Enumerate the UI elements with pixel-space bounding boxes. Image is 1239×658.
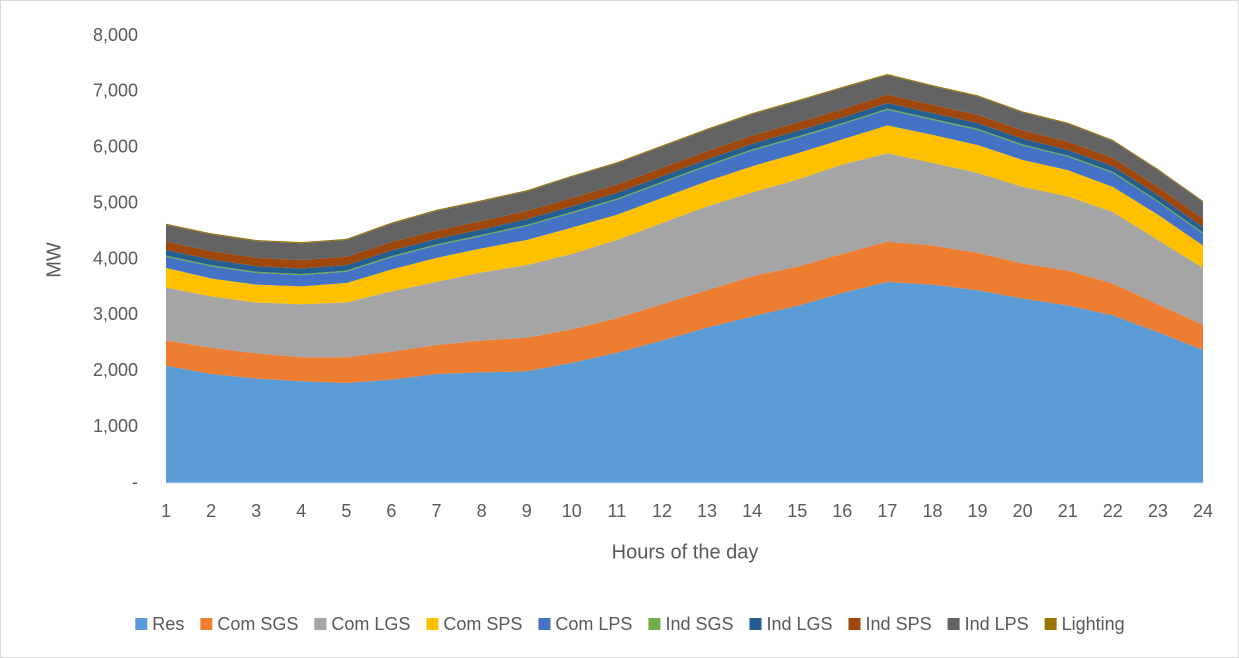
legend: Res Com SGS Com LGS Com SPS Com LPS Ind SGS In… — [135, 614, 1125, 634]
legend-label: Lighting — [1062, 614, 1125, 634]
legend-swatch — [200, 618, 213, 630]
legend-label: Com LGS — [331, 614, 410, 634]
legend-swatch — [648, 618, 661, 630]
x-tick-label: 22 — [1103, 501, 1123, 521]
plot-area — [166, 73, 1203, 483]
x-tick-label: 1 — [161, 501, 171, 521]
x-tick-label: 12 — [652, 501, 672, 521]
area — [166, 241, 1203, 383]
x-tick-label: 18 — [922, 501, 942, 521]
x-axis-title: Hours of the day — [612, 541, 759, 563]
legend-swatch — [848, 618, 861, 630]
y-tick-label: 3,000 — [93, 304, 138, 324]
legend-swatch — [314, 618, 327, 630]
x-tick-label: 4 — [296, 501, 306, 521]
legend-swatch — [538, 618, 551, 630]
legend-label: Res — [152, 614, 184, 634]
y-tick-label: 8,000 — [93, 25, 138, 45]
x-tick-label: 8 — [477, 501, 487, 521]
area — [166, 281, 1203, 483]
legend-swatch — [947, 618, 960, 630]
y-tick-label: 2,000 — [93, 360, 138, 380]
y-axis-title: MW — [43, 242, 65, 278]
y-tick-label: 5,000 — [93, 192, 138, 212]
x-tick-label: 19 — [968, 501, 988, 521]
y-tick-label: 7,000 — [93, 81, 138, 101]
x-tick-label: 6 — [386, 501, 396, 521]
area — [166, 153, 1203, 358]
legend-swatch — [1044, 618, 1057, 630]
x-tick-label: 16 — [832, 501, 852, 521]
x-tick-label: 5 — [341, 501, 351, 521]
legend-label: Com SGS — [217, 614, 298, 634]
legend-label: Ind SPS — [866, 614, 932, 634]
legend-swatch — [749, 618, 762, 630]
x-tick-label: 9 — [522, 501, 532, 521]
x-tick-label: 7 — [432, 501, 442, 521]
x-tick-label: 21 — [1058, 501, 1078, 521]
x-tick-label: 13 — [697, 501, 717, 521]
legend-label: Ind SGS — [665, 614, 733, 634]
y-tick-label: - — [132, 472, 138, 492]
x-tick-label: 2 — [206, 501, 216, 521]
legend-swatch — [135, 618, 148, 630]
x-tick-label: 20 — [1013, 501, 1033, 521]
legend-label: Ind LGS — [766, 614, 832, 634]
y-tick-label: 6,000 — [93, 137, 138, 157]
x-tick-label: 14 — [742, 501, 762, 521]
x-tick-label: 17 — [877, 501, 897, 521]
legend-swatch — [426, 618, 439, 630]
x-tick-label: 15 — [787, 501, 807, 521]
legend-label: Com SPS — [443, 614, 522, 634]
y-tick-label: 1,000 — [93, 416, 138, 436]
area — [166, 125, 1203, 305]
legend-label: Com LPS — [555, 614, 632, 634]
x-tick-label: 23 — [1148, 501, 1168, 521]
x-tick-label: 3 — [251, 501, 261, 521]
legend-label: Ind LPS — [965, 614, 1029, 634]
x-tick-label: 24 — [1193, 501, 1213, 521]
y-tick-label: 4,000 — [93, 248, 138, 268]
x-tick-label: 10 — [562, 501, 582, 521]
x-tick-label: 11 — [608, 501, 627, 521]
